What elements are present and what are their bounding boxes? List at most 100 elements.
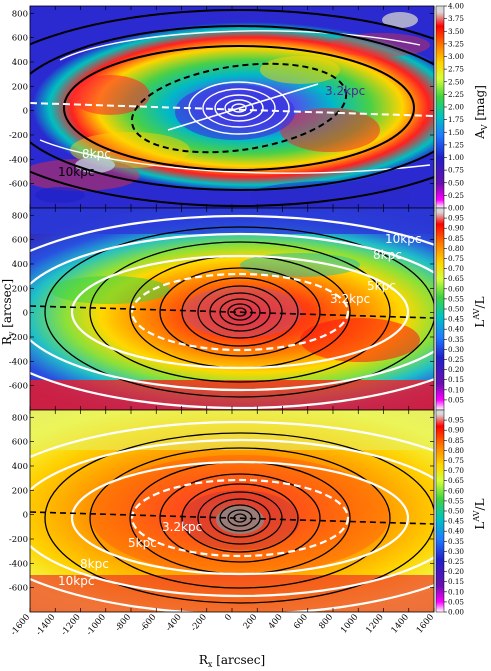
y-tick-label: 800 (12, 211, 28, 221)
colorbar-lav-mid-ticks: 0.950.900.850.800.750.700.650.600.55 0.50… (444, 214, 464, 404)
av-contours (39, 30, 431, 174)
colorbar-tick-label: 0.95 (448, 416, 464, 425)
colorbar-tick-label: 0.85 (448, 234, 464, 243)
colorbar-tick-label: 2.50 (448, 77, 464, 86)
colorbar-tick-label: 1.25 (448, 140, 464, 149)
major-axis-mid (30, 305, 434, 319)
y-tick-label: -600 (9, 584, 28, 594)
colorbar-lav-mid (435, 207, 445, 411)
colorbar-tick-label: 1.00 (448, 153, 464, 162)
ring-label-10kpc-mid: 10kpc (385, 232, 421, 246)
y-tick-label: -400 (9, 357, 28, 367)
x-tick-label: -1600 (9, 613, 32, 638)
colorbar-av-label: AV [mag] (473, 85, 489, 140)
x-tick-label: -1400 (34, 613, 57, 638)
colorbar-tick-label: 0.70 (448, 264, 464, 273)
colorbar-tick-label: 0.20 (448, 365, 464, 374)
colorbar-tick-label: 2.00 (448, 103, 464, 112)
y-tick-label: 400 (12, 462, 28, 472)
colorbar-tick-label: 0.40 (448, 527, 464, 536)
x-tick-label: 800 (317, 613, 335, 632)
colorbar-tick-label: 0.20 (448, 567, 464, 576)
colorbar-tick-label: 0.55 (448, 294, 464, 303)
ring-label-3.2kpc-top: 3.2kpc (325, 84, 365, 98)
y-tick-label: 400 (12, 260, 28, 270)
colorbar-tick-label: 3.75 (448, 14, 464, 23)
colorbar-tick-label: 0.65 (448, 476, 464, 485)
y-tick-label: 600 (12, 236, 28, 246)
ring-ellipses-mid (30, 214, 434, 410)
y-tick-label: -200 (9, 535, 28, 545)
colorbar-tick-label: 0.25 (448, 191, 464, 200)
y-axis-label: Ry [arcsec] (0, 279, 16, 345)
y-tick-label: -400 (9, 155, 28, 165)
x-axis-label: Rx [arcsec] (199, 653, 265, 669)
ring-label-10kpc-top: 10kpc (58, 165, 94, 179)
x-tick-label: 400 (267, 613, 285, 632)
y-tick-label: -600 (9, 382, 28, 392)
y-tick-label: 600 (12, 34, 28, 44)
x-tick-label: 0 (223, 613, 234, 624)
x-tick-label: 1600 (415, 613, 437, 636)
colorbar-lav-bot (435, 409, 445, 613)
colorbar-tick-label: 0.90 (448, 426, 464, 435)
colorbar-tick-label: 3.25 (448, 39, 464, 48)
colorbar-tick-label: 0.00 (448, 204, 464, 213)
colorbar-tick-label: 0.35 (448, 537, 464, 546)
y-tick-label: 800 (12, 9, 28, 19)
colorbar-tick-label: 2.25 (448, 90, 464, 99)
colorbar-tick-label: 3.50 (448, 27, 464, 36)
colorbar-lav-mid-label: LAV/L (472, 296, 487, 327)
x-tick-label: -1200 (59, 613, 82, 638)
colorbar-tick-label: 0.85 (448, 436, 464, 445)
colorbar-tick-label: 0.60 (448, 284, 464, 293)
colorbar-tick-label: 0.05 (448, 395, 464, 404)
colorbar-tick-label: 0.50 (448, 507, 464, 516)
colorbar-av-ticks: 4.00 3.75 3.50 3.25 3.00 2.75 2.50 2.25 2.00 1.75… (444, 2, 464, 213)
colorbar-tick-label: 0.15 (448, 577, 464, 586)
x-tick-label: -200 (189, 613, 209, 634)
ring-ellipses-top (30, 9, 434, 207)
colorbar-tick-label: 0.80 (448, 244, 464, 253)
y-tick-label: -600 (9, 180, 28, 190)
y-tick-label: 0 (23, 309, 28, 319)
colorbar-tick-label: 0.75 (448, 254, 464, 263)
colorbar-tick-label: 0.25 (448, 355, 464, 364)
colorbar-tick-label: 0.10 (448, 587, 464, 596)
colorbar-av (435, 5, 445, 209)
ring-label-10kpc-bot: 10kpc (58, 574, 94, 588)
x-tick-label: -400 (164, 613, 184, 634)
y-tick-label: 400 (12, 58, 28, 68)
y-tick-label: 200 (12, 284, 28, 294)
major-axis-bot (30, 511, 434, 525)
panel-bottom: 3.2kpc 5kpc 8kpc 10kpc (30, 410, 434, 612)
ring-ellipses-bot (30, 420, 434, 612)
colorbar-tick-label: 0.75 (448, 456, 464, 465)
colorbar-tick-label: 0.50 (448, 178, 464, 187)
x-tick-label: 600 (292, 613, 310, 632)
ring-label-5kpc-bot: 5kpc (128, 536, 157, 550)
ring-label-8kpc-top: 8kpc (82, 147, 111, 161)
ring-label-8kpc-bot: 8kpc (80, 557, 109, 571)
colorbar-lav-bot-ticks: 0.950.900.850.800.750.700.650.600.55 0.50… (444, 416, 464, 617)
y-tick-label: 200 (12, 486, 28, 496)
y-ticks-middle: 800 600 400 200 0 -200 -400 -600 (9, 211, 434, 392)
colorbar-tick-label: 0.45 (448, 315, 464, 324)
ring-label-8kpc-mid: 8kpc (373, 248, 402, 262)
colorbar-tick-label: 0.00 (448, 608, 464, 617)
colorbar-tick-label: 0.95 (448, 214, 464, 223)
colorbar-tick-label: 0.45 (448, 517, 464, 526)
colorbar-lav-bot-label: LAV/L (472, 498, 487, 529)
ring-label-3.2kpc-mid: 3.2kpc (330, 292, 370, 306)
panel-middle: 10kpc 8kpc 5kpc 3.2kpc (30, 208, 434, 410)
y-tick-label: 0 (23, 107, 28, 117)
y-tick-label: 200 (12, 82, 28, 92)
x-tick-label: -800 (113, 613, 133, 634)
colorbar-tick-label: 0.40 (448, 325, 464, 334)
x-tick-label: 200 (241, 613, 259, 632)
colorbar-tick-label: 1.50 (448, 128, 464, 137)
x-tick-label: 1400 (389, 613, 411, 636)
colorbar-tick-label: 0.25 (448, 557, 464, 566)
y-tick-label: -400 (9, 559, 28, 569)
